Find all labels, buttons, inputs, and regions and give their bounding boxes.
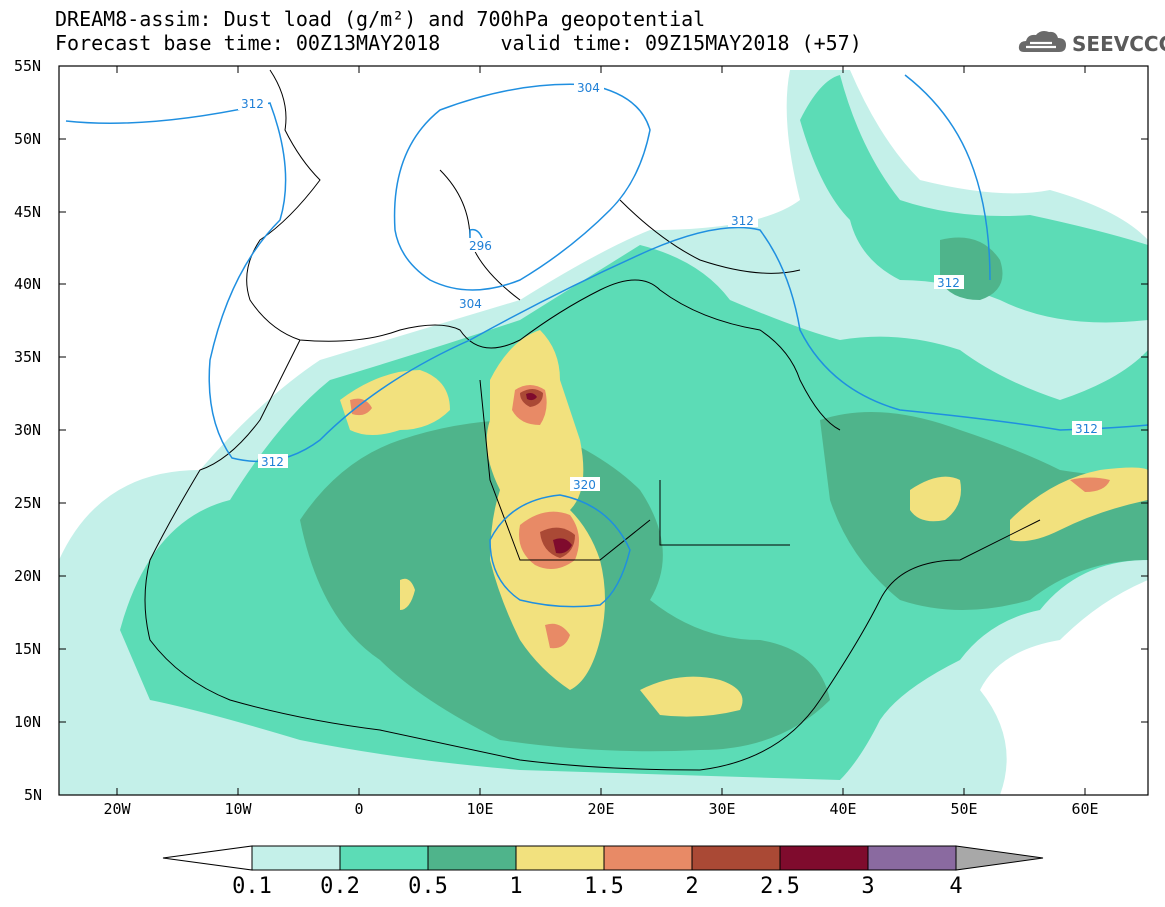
colorbar-label: 3 (861, 874, 874, 899)
contour-labels: 312 304 312 296 304 312 312 312 320 (238, 80, 1102, 492)
lon-tick-label: 40E (829, 800, 856, 818)
contour-label: 312 (731, 214, 754, 228)
contour-label: 304 (459, 297, 482, 311)
colorbar-left-arrow (162, 845, 253, 871)
colorbar-swatch (603, 845, 693, 871)
dust-band-1-sudan (640, 676, 743, 717)
lat-tick-label: 5N (24, 786, 42, 804)
colorbar-swatch (691, 845, 781, 871)
dust-band-1.5-oman (1070, 477, 1110, 492)
lat-tick-label: 35N (14, 348, 41, 366)
dust-band-1-west (340, 370, 450, 435)
lon-tick-label: 20E (587, 800, 614, 818)
lon-axis: 20W 10W 0 10E 20E 30E 40E 50E 60E (103, 66, 1099, 818)
lat-tick-label: 40N (14, 275, 41, 293)
colorbar-swatch (867, 845, 957, 871)
lat-tick-label: 55N (14, 57, 41, 75)
coastlines (144, 69, 1041, 771)
lon-tick-label: 20W (103, 800, 131, 818)
colorbar-swatch (427, 845, 517, 871)
lat-tick-label: 25N (14, 494, 41, 512)
colorbar-swatch (251, 845, 341, 871)
colorbar-label: 4 (949, 874, 962, 899)
lon-tick-label: 0 (354, 800, 363, 818)
contour-label: 296 (469, 239, 492, 253)
dust-band-1.5-south (545, 623, 570, 649)
lat-tick-label: 15N (14, 640, 41, 658)
dust-band-1-oman (1010, 467, 1148, 542)
lon-tick-label: 30E (708, 800, 735, 818)
contour-label: 312 (1075, 422, 1098, 436)
colorbar-label: 1.5 (584, 874, 624, 899)
colorbar-label: 1 (509, 874, 522, 899)
dust-band-1-libya (400, 578, 415, 610)
chart-subtitle: Forecast base time: 00Z13MAY2018 valid t… (55, 31, 862, 55)
seevccc-logo: SEEVCCC (1016, 26, 1165, 58)
cloud-icon (1018, 31, 1066, 52)
dust-band-2.5-north (526, 393, 537, 401)
lat-tick-label: 30N (14, 421, 41, 439)
lat-tick-label: 10N (14, 713, 41, 731)
colorbar-label: 0.1 (232, 874, 272, 899)
colorbar-label: 0.2 (320, 874, 360, 899)
dust-band-1.5-west (350, 398, 372, 416)
logo-text: SEEVCCC (1072, 32, 1165, 56)
lon-tick-label: 50E (950, 800, 977, 818)
lon-tick-label: 10E (466, 800, 493, 818)
contour-label: 312 (261, 455, 284, 469)
dust-band-0.5-east (820, 412, 1148, 610)
colorbar-swatch (779, 845, 869, 871)
lat-tick-label: 20N (14, 567, 41, 585)
colorbar-swatch (339, 845, 429, 871)
contour-label: 304 (577, 81, 600, 95)
colorbar-label: 2.5 (760, 874, 800, 899)
colorbar-swatch (515, 845, 605, 871)
contour-label: 312 (241, 97, 264, 111)
contour-label: 312 (937, 276, 960, 290)
lat-tick-label: 45N (14, 203, 41, 221)
lat-axis: 55N 50N 45N 40N 35N 30N 25N 20N 15N 10N … (14, 57, 1148, 804)
lat-tick-label: 50N (14, 130, 41, 148)
colorbar: 0.1 0.2 0.5 1 1.5 2 2.5 3 4 (162, 845, 1044, 899)
chart-title: DREAM8-assim: Dust load (g/m²) and 700hP… (55, 7, 706, 31)
colorbar-label: 0.5 (408, 874, 448, 899)
dust-load-field (59, 70, 1148, 795)
colorbar-label: 2 (685, 874, 698, 899)
lon-tick-label: 60E (1071, 800, 1098, 818)
dust-band-1-arabia (910, 476, 961, 522)
dust-band-2.5 (553, 538, 572, 554)
colorbar-right-arrow (955, 845, 1044, 871)
dust-band-1 (486, 330, 605, 690)
dust-band-0.2-north (800, 75, 1148, 323)
lon-tick-label: 10W (224, 800, 252, 818)
contour-label: 320 (573, 478, 596, 492)
